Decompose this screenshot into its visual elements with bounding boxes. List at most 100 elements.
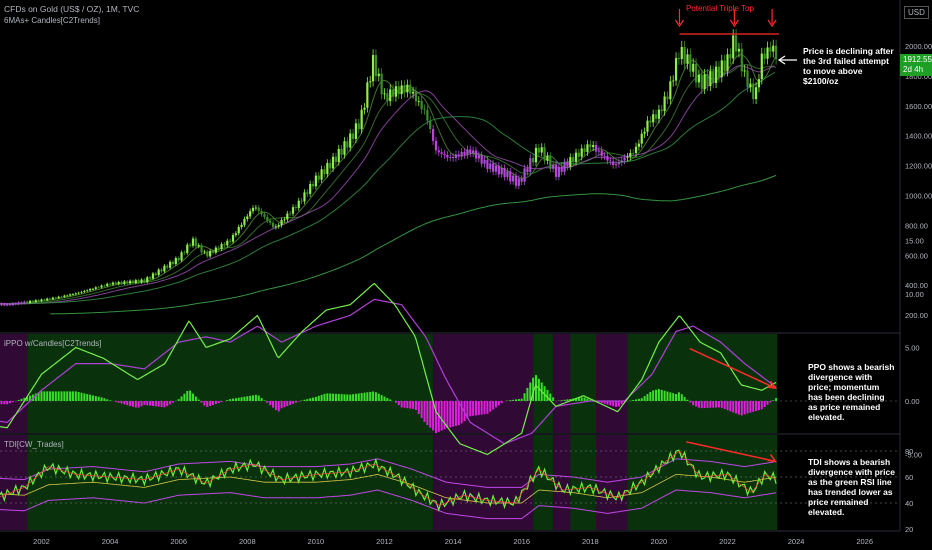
ppo-tick-label: 0.00	[905, 397, 920, 406]
candle-body	[303, 192, 306, 202]
ppo-histogram-bar	[94, 396, 97, 401]
candle-body	[346, 141, 349, 148]
ppo-histogram-bar	[643, 396, 646, 401]
candle-body	[666, 96, 669, 100]
ppo-histogram-bar	[240, 397, 243, 401]
ppo-note: PPO shows a bearish divergence with pric…	[808, 362, 895, 422]
candle-body	[563, 161, 566, 172]
currency-label[interactable]: USD	[904, 6, 929, 19]
ppo-histogram-bar	[726, 401, 729, 411]
candle-body	[323, 169, 326, 175]
ppo-histogram-bar	[246, 396, 249, 401]
ppo-histogram-bar	[569, 398, 572, 401]
candle-body	[694, 63, 698, 83]
candle-body	[686, 54, 689, 64]
tdi-signal-line	[0, 450, 777, 506]
ppo-histogram-bar	[460, 401, 463, 424]
regime-band	[533, 435, 554, 530]
ppo-histogram-bar	[86, 394, 89, 401]
candle-body	[469, 149, 472, 154]
candle-body	[320, 169, 323, 180]
ppo-histogram-bar	[566, 399, 569, 401]
ppo-histogram-bar	[314, 396, 317, 401]
ppo-histogram-bar	[689, 401, 692, 403]
candle-body	[191, 238, 195, 246]
candle-body	[23, 301, 26, 304]
ppo-histogram-bar	[332, 393, 335, 401]
regime-band	[596, 334, 628, 433]
candle-body	[440, 152, 443, 154]
candle-body	[717, 66, 721, 78]
candle-body	[329, 162, 332, 169]
candle-body	[674, 58, 678, 81]
ppo-histogram-bar	[120, 401, 123, 404]
ppo-histogram-bar	[91, 395, 94, 401]
ppo-histogram-bar	[297, 401, 300, 402]
candle-body	[14, 302, 17, 305]
ppo-histogram-bar	[717, 401, 720, 408]
tdi-lower-band	[0, 489, 777, 520]
candle-body	[397, 86, 400, 95]
ppo-histogram-bar	[312, 397, 315, 401]
candle-body	[123, 281, 126, 284]
regime-band	[27, 334, 434, 433]
ppo-histogram-bar	[609, 401, 612, 406]
ppo-histogram-bar	[720, 401, 723, 408]
ppo-histogram-bar	[209, 401, 212, 407]
triple-top-arrowhead	[767, 19, 777, 28]
price-tick-label: 1600.00	[905, 102, 932, 111]
candle-body	[140, 279, 143, 283]
ppo-histogram-bar	[529, 382, 532, 401]
candle-body	[766, 47, 769, 59]
price-tick-label: 1800.00	[905, 72, 932, 81]
ppo-histogram-bar	[163, 401, 166, 408]
candle-body	[43, 299, 46, 301]
candle-body	[234, 233, 237, 236]
candle-body	[214, 247, 217, 253]
ppo-histogram-bar	[760, 401, 763, 410]
ppo-histogram-bar	[486, 401, 489, 414]
candle-body	[143, 279, 146, 283]
candle-body	[226, 240, 229, 246]
candle-body	[680, 47, 683, 60]
candle-body	[289, 213, 292, 215]
ppo-histogram-bar	[260, 397, 263, 401]
tdi-tick-label: 40	[905, 499, 913, 508]
ppo-histogram-bar	[463, 401, 466, 422]
ppo-histogram-bar	[489, 401, 492, 412]
panel-backgrounds	[0, 334, 778, 530]
candle-body	[643, 131, 646, 134]
candle-body	[463, 151, 466, 155]
ppo-histogram-bar	[686, 399, 689, 401]
ppo-histogram-bar	[695, 401, 698, 407]
ppo-histogram-bar	[303, 399, 306, 401]
tdi-divergence-arrowhead	[767, 453, 778, 463]
ppo-histogram-bar	[389, 399, 392, 401]
ppo-histogram-bar	[352, 394, 355, 401]
candle-body	[517, 178, 520, 186]
ppo-histogram-bar	[226, 400, 229, 401]
candle-body	[180, 252, 183, 261]
candle-body	[160, 269, 163, 272]
candle-body	[714, 66, 718, 83]
ppo-histogram-bar	[269, 401, 272, 406]
ppo-histogram-bar	[157, 401, 160, 407]
ppo-histogram-bar	[109, 400, 112, 401]
candle-body	[54, 297, 57, 299]
ppo-histogram-bar	[472, 401, 475, 416]
ppo-histogram-bar	[357, 393, 360, 401]
candle-body	[632, 153, 635, 154]
ppo-histogram-bar	[752, 401, 755, 412]
candle-body	[194, 238, 197, 247]
ppo-histogram-bar	[466, 401, 469, 419]
ppo-histogram-bar	[326, 393, 329, 401]
ppo-histogram-bar	[589, 399, 592, 401]
ppo-histogram-bar	[586, 398, 589, 401]
candle-body	[169, 261, 172, 268]
candle-body	[63, 295, 66, 297]
ppo-divergence-arrowhead	[767, 380, 778, 390]
regime-band	[627, 334, 778, 433]
price-tick-label: 2000.00	[905, 42, 932, 51]
candle-body	[83, 290, 86, 292]
